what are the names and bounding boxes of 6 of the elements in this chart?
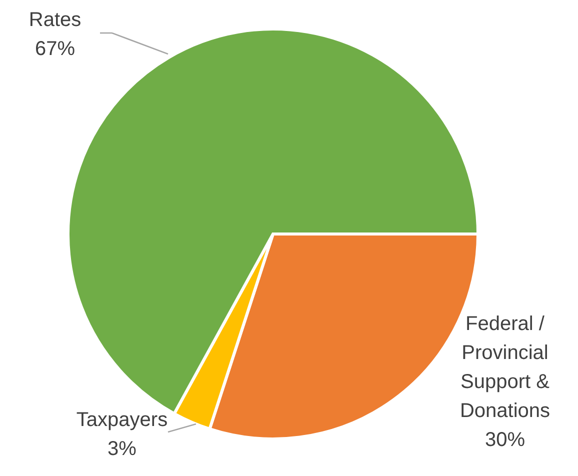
data-label: 3% (108, 438, 137, 460)
slice-label: Taxpayers (76, 409, 168, 431)
data-label: 30% (484, 429, 526, 451)
slice-label: Federal / Provincial Support & Donations (460, 313, 550, 422)
slice-label: Rates (28, 9, 82, 31)
data-label: 67% (34, 38, 76, 60)
